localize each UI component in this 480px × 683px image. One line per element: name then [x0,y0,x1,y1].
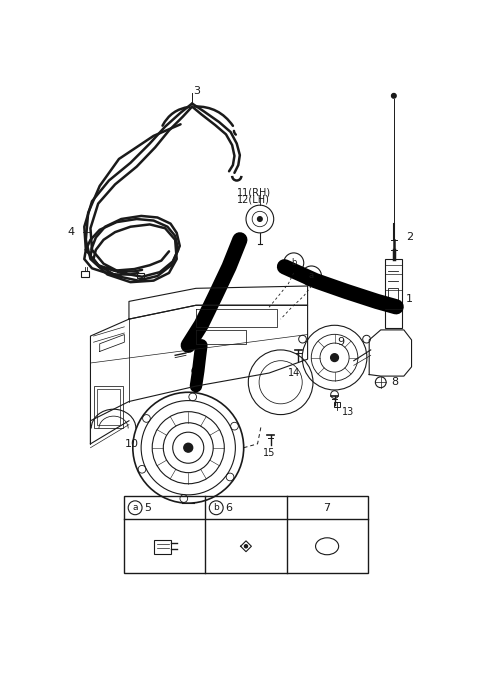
Circle shape [331,354,338,361]
Text: 14: 14 [288,368,300,378]
Bar [384,259,402,329]
Text: 11(RH): 11(RH) [237,187,271,197]
Circle shape [192,367,200,374]
Bar [124,497,368,573]
Text: 7: 7 [324,503,331,513]
Text: 10: 10 [124,439,138,449]
Bar [137,273,144,277]
Circle shape [244,545,248,548]
Circle shape [392,94,396,98]
Text: 1: 1 [406,294,413,304]
Circle shape [184,443,192,452]
Text: 9: 9 [337,337,344,347]
Circle shape [258,217,262,221]
Text: 2: 2 [406,232,413,242]
Text: 6: 6 [225,503,232,513]
Text: 12(LH): 12(LH) [237,195,270,205]
Bar [334,402,340,407]
Text: 8: 8 [391,377,398,387]
Bar [388,288,398,301]
Bar [154,540,171,554]
Text: b: b [213,503,219,512]
Text: 3: 3 [193,86,201,96]
Bar [96,389,120,426]
Text: 13: 13 [342,406,355,417]
Bar [81,270,89,277]
Text: a: a [309,272,314,281]
Text: 4: 4 [67,227,74,237]
Bar [94,386,123,428]
Text: 5: 5 [144,503,151,513]
Text: 15: 15 [263,448,276,458]
Text: b: b [291,258,297,268]
Text: a: a [132,503,138,512]
